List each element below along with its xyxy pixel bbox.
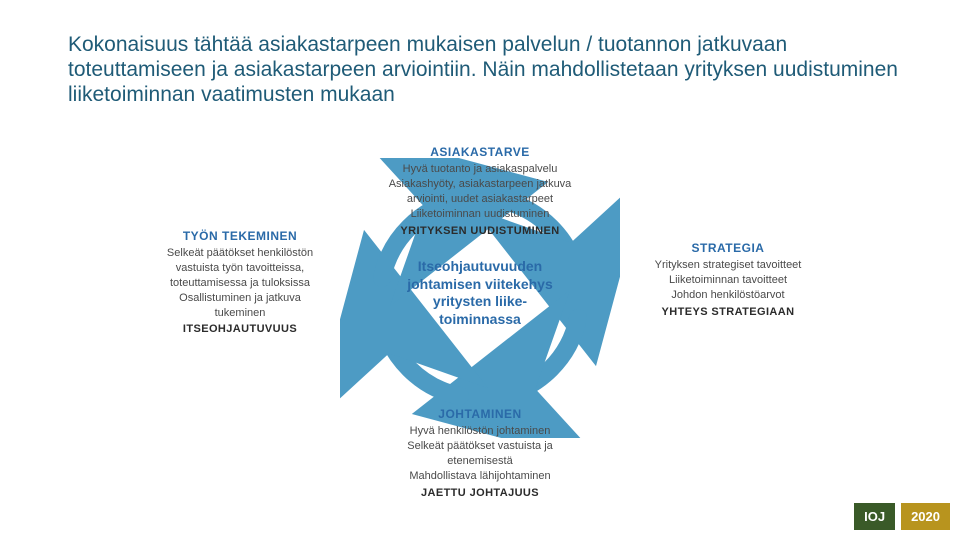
center-line3: yritysten liike-: [395, 293, 565, 311]
block-top: ASIAKASTARVE Hyvä tuotanto ja asiakaspal…: [365, 144, 595, 238]
block-bottom-line: Selkeät päätökset vastuista ja: [375, 439, 585, 454]
footer-badge-ioj: IOJ: [854, 503, 895, 530]
footer: IOJ 2020: [854, 503, 950, 530]
block-right-line: Yrityksen strategiset tavoitteet: [638, 258, 818, 273]
block-top-line: Hyvä tuotanto ja asiakaspalvelu: [365, 162, 595, 177]
block-right-emph: YHTEYS STRATEGIAAN: [638, 305, 818, 320]
block-left-line: Osallistuminen ja jatkuva: [140, 291, 340, 306]
center-line1: Itseohjautuvuuden: [395, 258, 565, 276]
block-right-header: STRATEGIA: [638, 240, 818, 256]
page-title: Kokonaisuus tähtää asiakastarpeen mukais…: [68, 32, 900, 108]
block-top-header: ASIAKASTARVE: [365, 144, 595, 160]
block-bottom-line: Hyvä henkilöstön johtaminen: [375, 424, 585, 439]
center-line2: johtamisen viitekehys: [395, 276, 565, 294]
block-left: TYÖN TEKEMINEN Selkeät päätökset henkilö…: [140, 228, 340, 337]
block-right-line: Liiketoiminnan tavoitteet: [638, 273, 818, 288]
block-left-line: vastuista työn tavoitteissa,: [140, 261, 340, 276]
block-left-line: toteuttamisessa ja tuloksissa: [140, 276, 340, 291]
block-top-emph: YRITYKSEN UUDISTUMINEN: [365, 224, 595, 239]
center-label: Itseohjautuvuuden johtamisen viitekehys …: [395, 258, 565, 328]
block-top-line: Liiketoiminnan uudistuminen: [365, 207, 595, 222]
block-left-line: Selkeät päätökset henkilöstön: [140, 246, 340, 261]
block-right: STRATEGIA Yrityksen strategiset tavoitte…: [638, 240, 818, 320]
block-top-line: arviointi, uudet asiakastarpeet: [365, 192, 595, 207]
block-bottom: JOHTAMINEN Hyvä henkilöstön johtaminen S…: [375, 406, 585, 500]
block-left-header: TYÖN TEKEMINEN: [140, 228, 340, 244]
footer-badge-year: 2020: [901, 503, 950, 530]
block-right-line: Johdon henkilöstöarvot: [638, 288, 818, 303]
block-bottom-line: Mahdollistava lähijohtaminen: [375, 469, 585, 484]
block-bottom-emph: JAETTU JOHTAJUUS: [375, 486, 585, 501]
block-bottom-header: JOHTAMINEN: [375, 406, 585, 422]
center-line4: toiminnassa: [395, 311, 565, 329]
block-bottom-line: etenemisestä: [375, 454, 585, 469]
block-left-emph: ITSEOHJAUTUVUUS: [140, 322, 340, 337]
block-top-line: Asiakashyöty, asiakastarpeen jatkuva: [365, 177, 595, 192]
block-left-line: tukeminen: [140, 306, 340, 321]
cycle-diagram: Itseohjautuvuuden johtamisen viitekehys …: [170, 148, 790, 488]
